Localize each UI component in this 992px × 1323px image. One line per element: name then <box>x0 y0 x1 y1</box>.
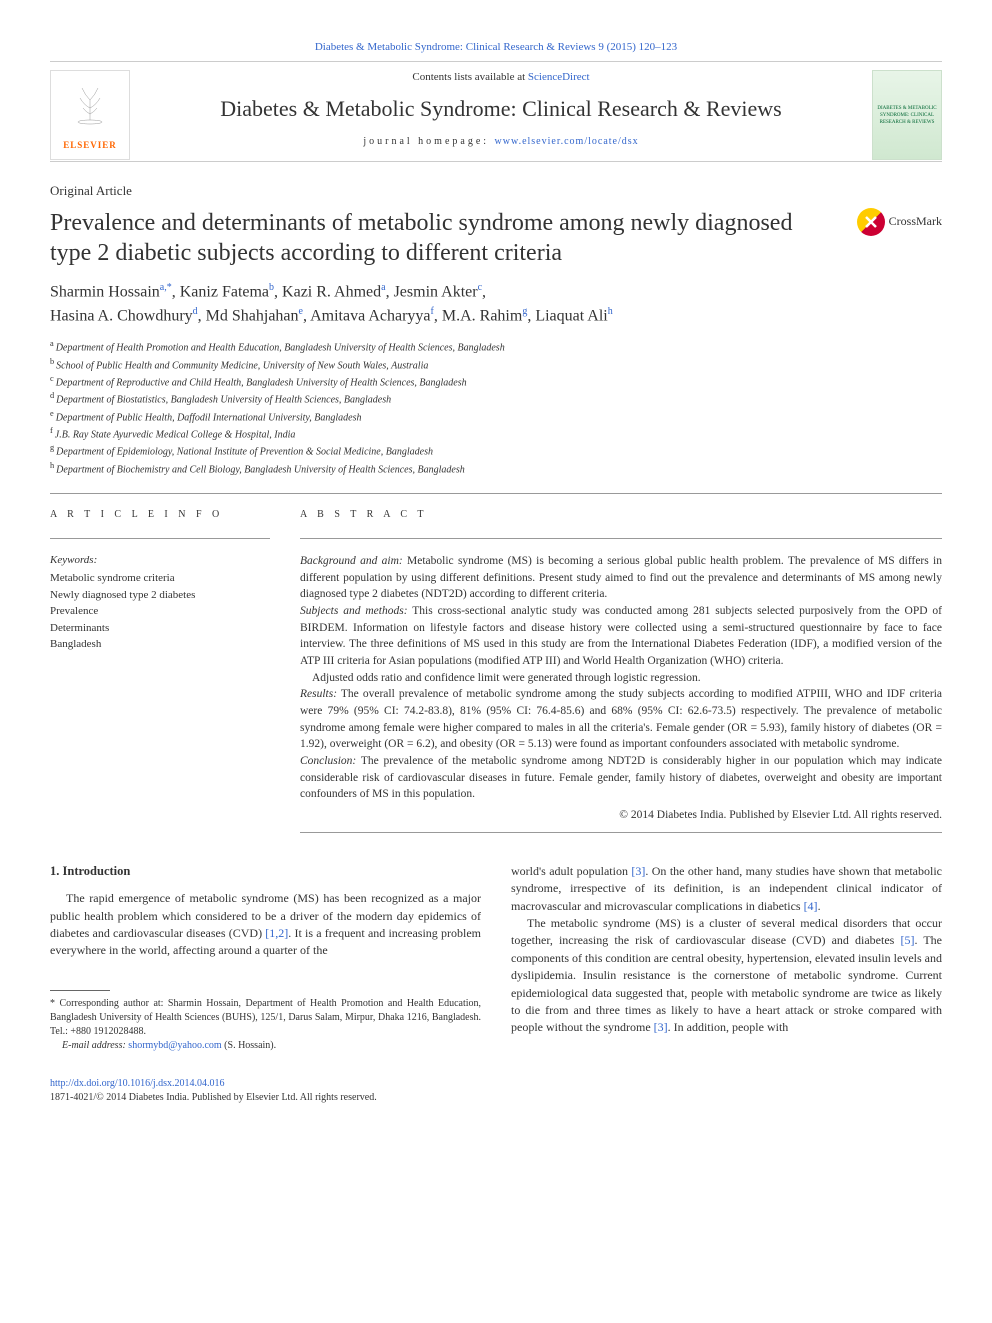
abstract: A B S T R A C T Background and aim: Meta… <box>300 508 942 833</box>
doi-link: http://dx.doi.org/10.1016/j.dsx.2014.04.… <box>50 1077 481 1091</box>
homepage-link[interactable]: www.elsevier.com/locate/dsx <box>495 136 639 147</box>
journal-homepage: journal homepage: www.elsevier.com/locat… <box>145 135 857 149</box>
doi-url[interactable]: http://dx.doi.org/10.1016/j.dsx.2014.04.… <box>50 1078 225 1089</box>
authors: Sharmin Hossaina,*, Kaniz Fatemab, Kazi … <box>50 280 942 329</box>
ref-link-3b[interactable]: [3] <box>654 1020 668 1034</box>
ref-link-1-2[interactable]: [1,2] <box>265 926 288 940</box>
keyword: Prevalence <box>50 603 270 620</box>
crossmark-badge[interactable]: CrossMark <box>857 208 942 236</box>
email-link[interactable]: shormybd@yahoo.com <box>128 1040 221 1051</box>
elsevier-tree-icon <box>70 80 110 137</box>
aff-link-a-star[interactable]: a,* <box>160 282 172 293</box>
abs-subjects2-text: Adjusted odds ratio and confidence limit… <box>312 672 701 684</box>
abs-conclusion-label: Conclusion: <box>300 755 356 767</box>
intro-para-3: The metabolic syndrome (MS) is a cluster… <box>511 915 942 1037</box>
article-title: Prevalence and determinants of metabolic… <box>50 208 837 268</box>
crossmark-label: CrossMark <box>889 213 942 230</box>
ref-link-5[interactable]: [5] <box>900 933 914 947</box>
keyword: Metabolic syndrome criteria <box>50 570 270 587</box>
article-info-heading: A R T I C L E I N F O <box>50 508 270 522</box>
abs-results-text: The overall prevalence of metabolic synd… <box>300 688 942 750</box>
contents-available: Contents lists available at ScienceDirec… <box>145 70 857 85</box>
abstract-heading: A B S T R A C T <box>300 508 942 522</box>
journal-cover-thumb: DIABETES & METABOLIC SYNDROME: CLINICAL … <box>872 70 942 160</box>
abs-background-label: Background and aim: <box>300 555 403 567</box>
corresponding-author-footnote: * Corresponding author at: Sharmin Hossa… <box>50 997 481 1053</box>
right-column: world's adult population [3]. On the oth… <box>511 863 942 1105</box>
abs-conclusion-text: The prevalence of the metabolic syndrome… <box>300 755 942 800</box>
journal-citation-link[interactable]: Diabetes & Metabolic Syndrome: Clinical … <box>315 41 596 53</box>
intro-para-2: world's adult population [3]. On the oth… <box>511 863 942 915</box>
ref-link-4[interactable]: [4] <box>804 899 818 913</box>
crossmark-icon <box>857 208 885 236</box>
journal-name: Diabetes & Metabolic Syndrome: Clinical … <box>145 94 857 125</box>
left-column: 1. Introduction The rapid emergence of m… <box>50 863 481 1105</box>
journal-header: ELSEVIER Contents lists available at Sci… <box>50 61 942 161</box>
sciencedirect-link[interactable]: ScienceDirect <box>528 71 590 83</box>
abstract-copyright: © 2014 Diabetes India. Published by Else… <box>300 807 942 824</box>
issn-copyright: 1871-4021/© 2014 Diabetes India. Publish… <box>50 1091 481 1105</box>
keywords-list: Metabolic syndrome criteria Newly diagno… <box>50 570 270 653</box>
elsevier-name: ELSEVIER <box>63 139 117 152</box>
abs-subjects-label: Subjects and methods: <box>300 605 408 617</box>
keyword: Determinants <box>50 620 270 637</box>
keywords-label: Keywords: <box>50 553 270 568</box>
journal-citation: Diabetes & Metabolic Syndrome: Clinical … <box>50 40 942 55</box>
aff-link-h[interactable]: h <box>608 306 613 317</box>
article-info: A R T I C L E I N F O Keywords: Metaboli… <box>50 508 270 833</box>
article-type: Original Article <box>50 182 942 200</box>
keyword: Newly diagnosed type 2 diabetes <box>50 587 270 604</box>
ref-link-3[interactable]: [3] <box>631 864 645 878</box>
header-center: Contents lists available at ScienceDirec… <box>145 70 857 160</box>
citation-suffix: 9 (2015) 120–123 <box>596 41 678 53</box>
elsevier-logo: ELSEVIER <box>50 70 130 160</box>
intro-heading: 1. Introduction <box>50 863 481 881</box>
keyword: Bangladesh <box>50 636 270 653</box>
affiliations: aDepartment of Health Promotion and Heal… <box>50 338 942 477</box>
abs-results-label: Results: <box>300 688 337 700</box>
body-columns: 1. Introduction The rapid emergence of m… <box>50 863 942 1105</box>
intro-para-1: The rapid emergence of metabolic syndrom… <box>50 890 481 960</box>
